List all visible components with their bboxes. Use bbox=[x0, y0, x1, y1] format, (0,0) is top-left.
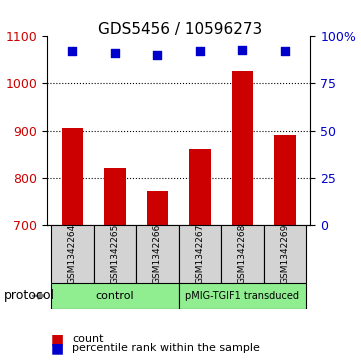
Text: protocol: protocol bbox=[4, 289, 55, 302]
FancyBboxPatch shape bbox=[94, 225, 136, 283]
FancyBboxPatch shape bbox=[136, 225, 179, 283]
Text: control: control bbox=[96, 291, 134, 301]
FancyBboxPatch shape bbox=[221, 225, 264, 283]
Text: pMIG-TGIF1 transduced: pMIG-TGIF1 transduced bbox=[186, 291, 300, 301]
Bar bbox=[104, 168, 126, 225]
Text: GSM1342266: GSM1342266 bbox=[153, 224, 162, 284]
FancyBboxPatch shape bbox=[51, 225, 94, 283]
Text: ■: ■ bbox=[51, 333, 64, 346]
Bar bbox=[189, 148, 210, 225]
Text: GSM1342265: GSM1342265 bbox=[110, 224, 119, 284]
Text: GDS5456 / 10596273: GDS5456 / 10596273 bbox=[99, 22, 262, 37]
FancyBboxPatch shape bbox=[179, 225, 221, 283]
Text: count: count bbox=[72, 334, 104, 344]
FancyBboxPatch shape bbox=[51, 283, 179, 309]
Text: percentile rank within the sample: percentile rank within the sample bbox=[72, 343, 260, 354]
Text: ■: ■ bbox=[51, 342, 64, 355]
Point bbox=[70, 49, 75, 54]
Bar bbox=[62, 129, 83, 225]
Point bbox=[282, 49, 288, 54]
Bar bbox=[147, 191, 168, 225]
Point bbox=[112, 50, 118, 56]
Point bbox=[240, 46, 245, 52]
Text: GSM1342269: GSM1342269 bbox=[280, 224, 290, 284]
Bar bbox=[274, 135, 296, 225]
Point bbox=[155, 52, 160, 58]
Text: GSM1342264: GSM1342264 bbox=[68, 224, 77, 284]
FancyBboxPatch shape bbox=[179, 283, 306, 309]
Point bbox=[197, 49, 203, 54]
Text: GSM1342267: GSM1342267 bbox=[195, 224, 204, 284]
Bar bbox=[232, 71, 253, 225]
Text: GSM1342268: GSM1342268 bbox=[238, 224, 247, 284]
FancyBboxPatch shape bbox=[264, 225, 306, 283]
